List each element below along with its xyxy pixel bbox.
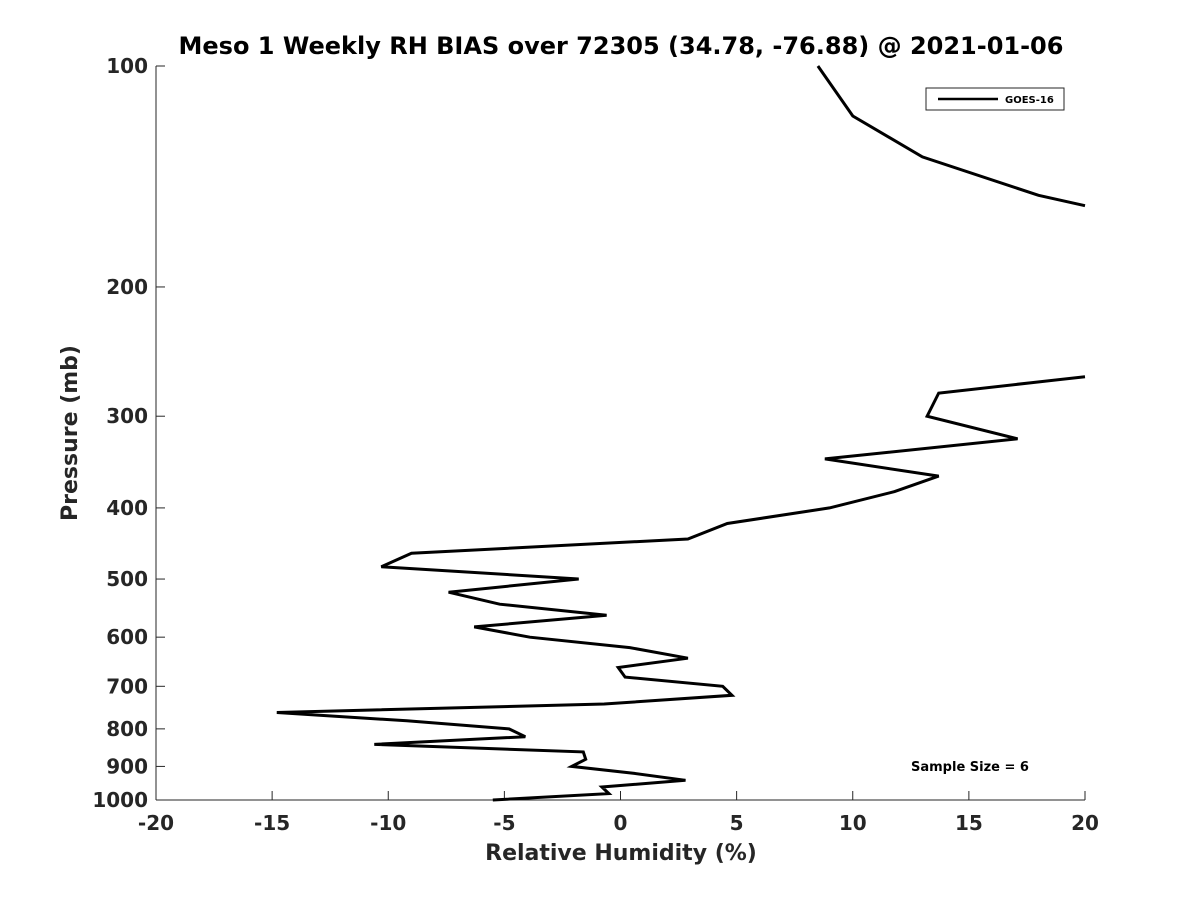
series-line-goes-16 xyxy=(816,65,1086,208)
x-tick-label: 20 xyxy=(1071,811,1099,835)
x-tick-label: -10 xyxy=(370,811,406,835)
y-axis-ticks: 100 200 300 400 500 600 700 800 900 1000 xyxy=(92,54,165,812)
x-tick-label: 5 xyxy=(730,811,744,835)
y-axis-label: Pressure (mb) xyxy=(58,345,83,521)
y-tick-label: 500 xyxy=(106,567,148,591)
x-tick-label: 0 xyxy=(614,811,628,835)
y-tick-label: 200 xyxy=(106,275,148,299)
x-axis-label: Relative Humidity (%) xyxy=(485,841,757,866)
y-tick-label: 1000 xyxy=(92,788,148,812)
plot-area xyxy=(155,66,1085,801)
y-tick-label: 600 xyxy=(106,625,148,649)
x-tick-label: -15 xyxy=(254,811,290,835)
sample-size-annotation: Sample Size = 6 xyxy=(911,760,1029,775)
y-tick-label: 900 xyxy=(106,754,148,778)
chart-title: Meso 1 Weekly RH BIAS over 72305 (34.78,… xyxy=(179,32,1064,60)
legend-label-goes-16: GOES-16 xyxy=(1005,95,1054,106)
y-tick-label: 800 xyxy=(106,717,148,741)
y-tick-label: 300 xyxy=(106,404,148,428)
x-tick-label: 15 xyxy=(955,811,983,835)
series-line-goes-16 xyxy=(276,375,1086,802)
y-tick-label: 400 xyxy=(106,496,148,520)
y-tick-label: 700 xyxy=(106,674,148,698)
legend: GOES-16 xyxy=(925,87,1065,111)
series-layer xyxy=(276,65,1086,802)
x-tick-label: 10 xyxy=(839,811,867,835)
x-tick-label: -5 xyxy=(493,811,515,835)
x-tick-label: -20 xyxy=(138,811,174,835)
y-tick-label: 100 xyxy=(106,54,148,78)
x-axis-ticks: -20 -15 -10 -5 0 5 10 15 20 xyxy=(138,791,1099,835)
